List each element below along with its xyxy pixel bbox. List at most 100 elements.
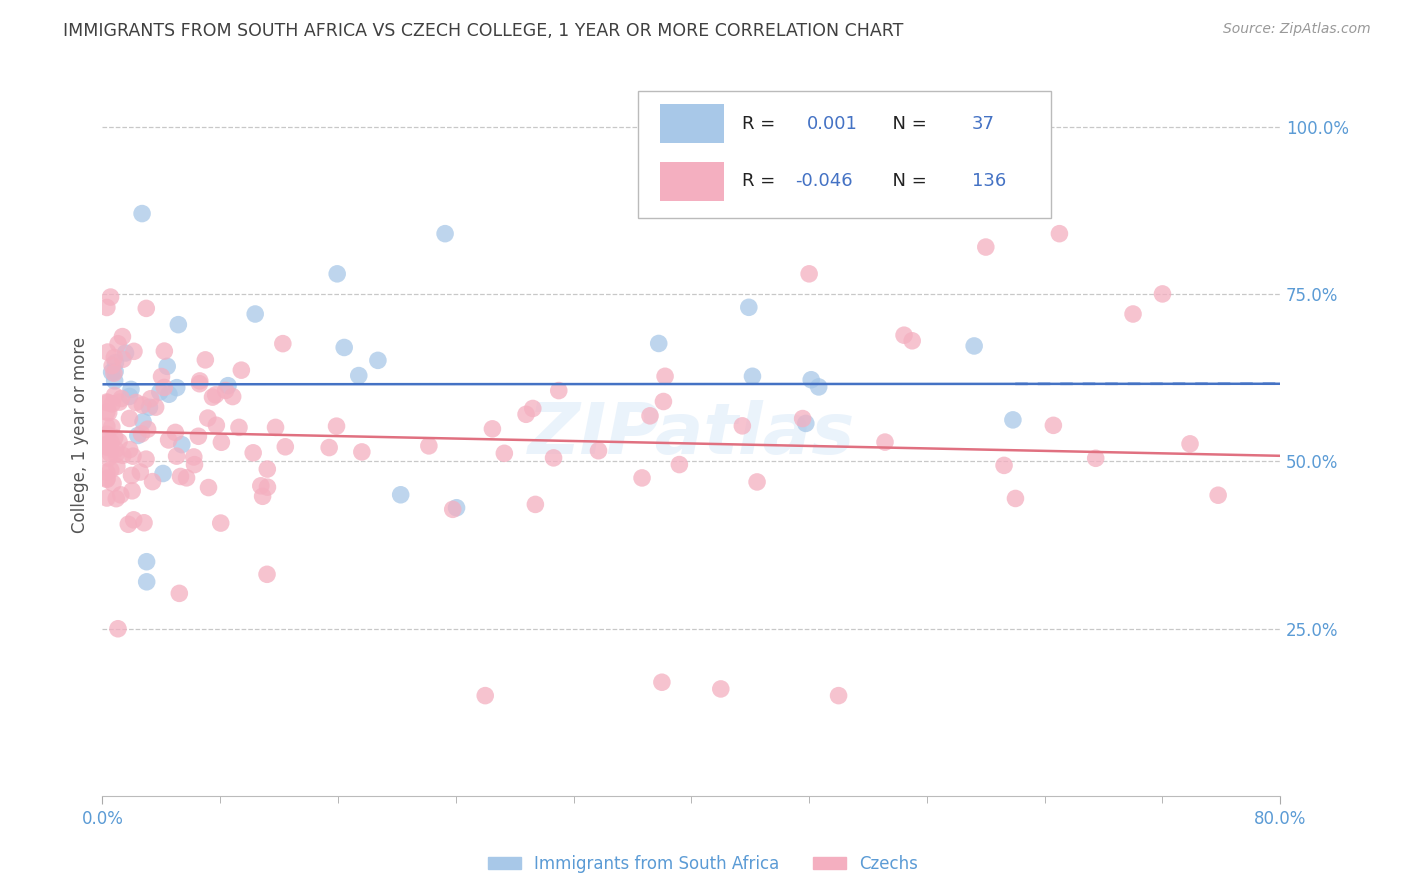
Point — [120, 383, 142, 397]
Point — [125, 395, 148, 409]
Point — [446, 500, 468, 515]
Point — [807, 380, 830, 394]
Point — [138, 401, 160, 415]
Point — [794, 417, 817, 431]
Point — [474, 689, 496, 703]
Point — [105, 491, 128, 506]
Point — [1084, 451, 1107, 466]
Point — [135, 555, 157, 569]
Point — [141, 475, 163, 489]
Point — [105, 447, 128, 461]
Point — [100, 463, 122, 477]
Point — [745, 475, 768, 489]
Point — [1152, 287, 1174, 301]
Point — [131, 426, 153, 441]
Text: 136: 136 — [972, 172, 1005, 190]
Point — [97, 406, 120, 420]
Point — [96, 427, 118, 442]
Point — [111, 449, 134, 463]
Point — [166, 449, 188, 463]
Point — [118, 442, 141, 457]
Point — [127, 428, 149, 442]
Point — [1206, 488, 1229, 502]
Point — [242, 446, 264, 460]
Point — [167, 318, 190, 332]
Point — [325, 419, 347, 434]
Point — [893, 328, 915, 343]
Point — [1001, 413, 1024, 427]
Point — [827, 689, 849, 703]
Point — [111, 329, 134, 343]
Point — [205, 418, 228, 433]
Point — [103, 351, 125, 365]
Point — [100, 365, 122, 379]
Point — [122, 513, 145, 527]
Point — [157, 433, 180, 447]
Point — [201, 390, 224, 404]
Point — [129, 465, 152, 479]
Point — [165, 425, 187, 440]
Point — [197, 411, 219, 425]
Point — [157, 387, 180, 401]
Point — [194, 352, 217, 367]
Point — [135, 574, 157, 589]
Point — [326, 267, 349, 281]
Text: IMMIGRANTS FROM SOUTH AFRICA VS CZECH COLLEGE, 1 YEAR OR MORE CORRELATION CHART: IMMIGRANTS FROM SOUTH AFRICA VS CZECH CO… — [63, 22, 904, 40]
Point — [668, 458, 690, 472]
Point — [993, 458, 1015, 473]
Point — [96, 419, 118, 434]
Point — [145, 400, 167, 414]
Point — [418, 439, 440, 453]
FancyBboxPatch shape — [659, 103, 724, 144]
Point — [256, 567, 278, 582]
Point — [101, 397, 124, 411]
Y-axis label: College, 1 year or more: College, 1 year or more — [72, 336, 89, 533]
Text: R =: R = — [742, 114, 787, 133]
Point — [963, 339, 986, 353]
Point — [710, 681, 733, 696]
Point — [107, 336, 129, 351]
Point — [135, 301, 157, 316]
Point — [169, 586, 191, 600]
Point — [256, 462, 278, 476]
Point — [139, 392, 162, 406]
Point — [652, 394, 675, 409]
Point — [217, 378, 239, 392]
Point — [96, 395, 118, 409]
Point — [318, 441, 340, 455]
Point — [104, 442, 127, 457]
Point — [588, 443, 610, 458]
Point — [101, 476, 124, 491]
Text: Source: ZipAtlas.com: Source: ZipAtlas.com — [1223, 22, 1371, 37]
Point — [96, 439, 118, 453]
Point — [792, 411, 814, 425]
Point — [252, 489, 274, 503]
Point — [122, 449, 145, 463]
Point — [333, 341, 356, 355]
Point — [101, 359, 124, 373]
Point — [873, 435, 896, 450]
Point — [169, 469, 191, 483]
Point — [96, 405, 118, 419]
Point — [105, 459, 128, 474]
Point — [110, 488, 132, 502]
Point — [515, 407, 537, 421]
Point — [187, 429, 209, 443]
Point — [188, 374, 211, 388]
Point — [176, 471, 198, 485]
Point — [96, 491, 118, 505]
Point — [121, 483, 143, 498]
Point — [117, 517, 139, 532]
Point — [150, 369, 173, 384]
Point — [170, 437, 193, 451]
Point — [152, 467, 174, 481]
Point — [494, 446, 516, 460]
Point — [100, 435, 122, 450]
Point — [1004, 491, 1026, 506]
Point — [136, 422, 159, 436]
Text: R =: R = — [742, 172, 780, 190]
Point — [131, 206, 153, 220]
Point — [347, 368, 370, 383]
Point — [111, 352, 134, 367]
Point — [543, 450, 565, 465]
